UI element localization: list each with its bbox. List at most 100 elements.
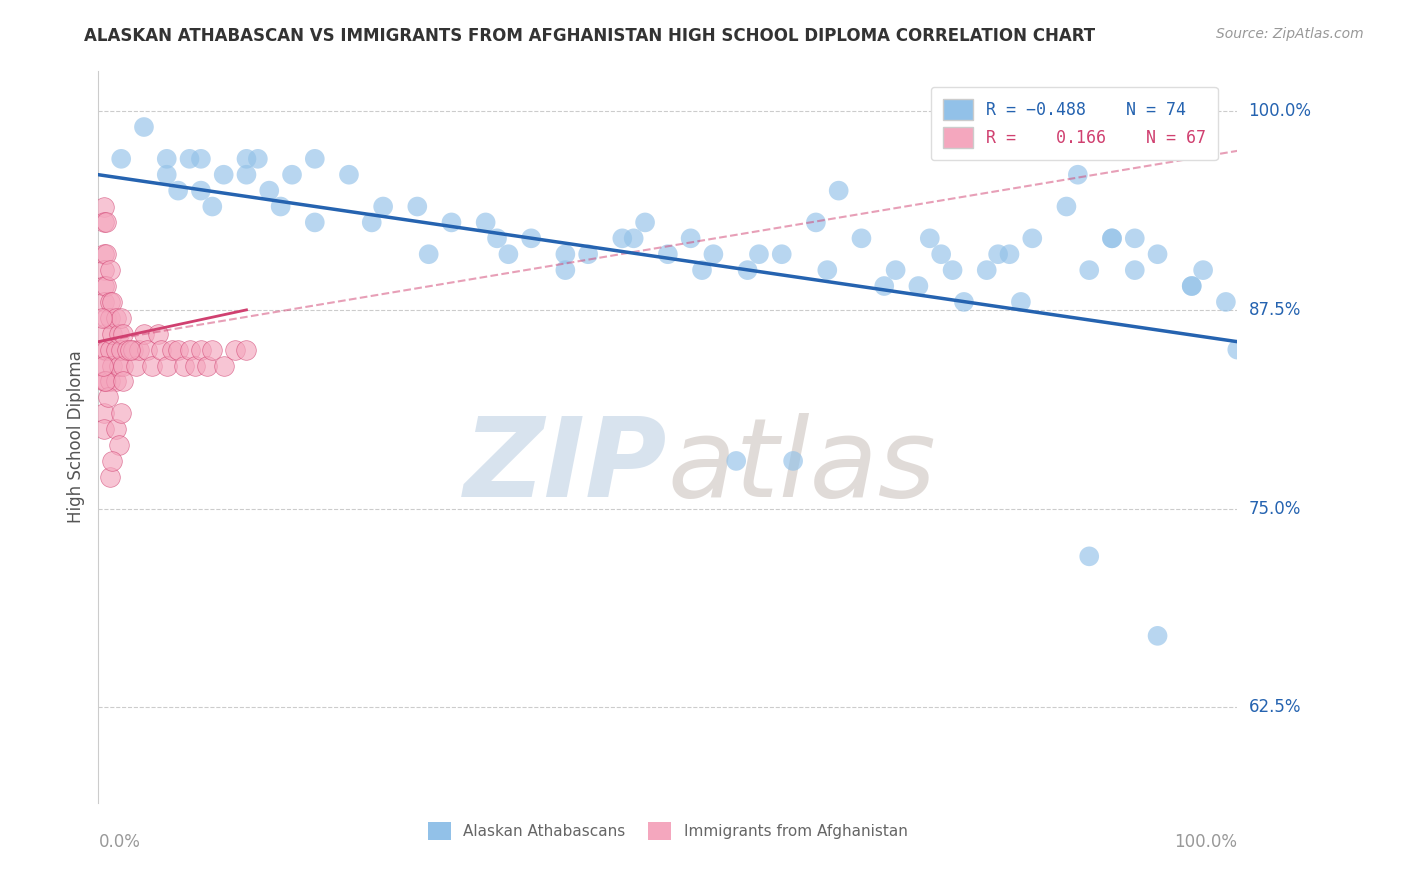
Point: [281, 168, 304, 182]
Point: [93, 343, 115, 357]
Point: [101, 326, 124, 341]
Point: [110, 152, 132, 166]
Point: [112, 375, 135, 389]
Point: [108, 359, 131, 373]
Point: [770, 247, 793, 261]
Text: atlas: atlas: [668, 413, 936, 520]
Point: [104, 343, 127, 357]
Text: 100.0%: 100.0%: [1174, 833, 1237, 851]
Point: [167, 184, 190, 198]
Point: [748, 247, 770, 261]
Point: [93, 247, 115, 261]
Point: [141, 359, 163, 373]
Point: [93, 359, 115, 373]
Point: [96, 247, 118, 261]
Point: [98, 294, 121, 309]
Point: [702, 247, 724, 261]
Point: [93, 326, 115, 341]
Point: [782, 454, 804, 468]
Point: [93, 215, 115, 229]
Point: [96, 310, 118, 325]
Point: [1101, 231, 1123, 245]
Point: [212, 168, 235, 182]
Point: [1215, 294, 1237, 309]
Point: [1181, 279, 1204, 293]
Point: [190, 152, 212, 166]
Point: [112, 359, 135, 373]
Text: 87.5%: 87.5%: [1249, 301, 1301, 318]
Text: ALASKAN ATHABASCAN VS IMMIGRANTS FROM AFGHANISTAN HIGH SCHOOL DIPLOMA CORRELATIO: ALASKAN ATHABASCAN VS IMMIGRANTS FROM AF…: [84, 27, 1095, 45]
Point: [156, 359, 179, 373]
Point: [235, 152, 257, 166]
Point: [91, 359, 114, 373]
Point: [679, 231, 702, 245]
Point: [115, 343, 138, 357]
Point: [1078, 549, 1101, 564]
Point: [815, 263, 838, 277]
Point: [907, 279, 929, 293]
Point: [156, 152, 179, 166]
Point: [96, 215, 118, 229]
Point: [121, 343, 143, 357]
Point: [104, 422, 127, 436]
Point: [828, 184, 851, 198]
Point: [93, 406, 115, 420]
Point: [804, 215, 827, 229]
Point: [173, 359, 195, 373]
Point: [94, 375, 117, 389]
Point: [929, 247, 952, 261]
Text: 0.0%: 0.0%: [98, 833, 141, 851]
Point: [440, 215, 463, 229]
Point: [1146, 247, 1168, 261]
Point: [224, 343, 246, 357]
Point: [486, 231, 509, 245]
Point: [98, 310, 121, 325]
Text: 100.0%: 100.0%: [1249, 102, 1312, 120]
Point: [146, 326, 169, 341]
Point: [953, 294, 976, 309]
Point: [851, 231, 873, 245]
Point: [623, 231, 645, 245]
Point: [179, 343, 201, 357]
Legend: Alaskan Athabascans, Immigrants from Afghanistan: Alaskan Athabascans, Immigrants from Afg…: [422, 815, 914, 847]
Text: 62.5%: 62.5%: [1249, 698, 1301, 716]
Point: [1067, 168, 1090, 182]
Point: [120, 343, 142, 357]
Point: [690, 263, 713, 277]
Point: [93, 294, 115, 309]
Point: [190, 184, 212, 198]
Point: [93, 263, 115, 277]
Point: [1123, 263, 1146, 277]
Point: [201, 343, 224, 357]
Text: ZIP: ZIP: [464, 413, 668, 520]
Point: [918, 231, 941, 245]
Point: [93, 422, 115, 436]
Point: [156, 168, 179, 182]
Point: [96, 375, 118, 389]
Point: [98, 343, 121, 357]
Point: [110, 310, 132, 325]
Point: [554, 247, 576, 261]
Point: [1101, 231, 1123, 245]
Point: [110, 406, 132, 420]
Point: [190, 343, 212, 357]
Point: [520, 231, 543, 245]
Point: [179, 152, 201, 166]
Point: [101, 294, 124, 309]
Point: [162, 343, 184, 357]
Point: [150, 343, 173, 357]
Point: [98, 375, 121, 389]
Point: [93, 200, 115, 214]
Point: [101, 359, 124, 373]
Point: [128, 343, 150, 357]
Point: [1021, 231, 1043, 245]
Point: [104, 310, 127, 325]
Text: 75.0%: 75.0%: [1249, 500, 1301, 517]
Point: [136, 343, 159, 357]
Point: [304, 215, 326, 229]
Point: [98, 470, 121, 484]
Point: [942, 263, 965, 277]
Point: [1146, 629, 1168, 643]
Point: [1226, 343, 1249, 357]
Point: [360, 215, 382, 229]
